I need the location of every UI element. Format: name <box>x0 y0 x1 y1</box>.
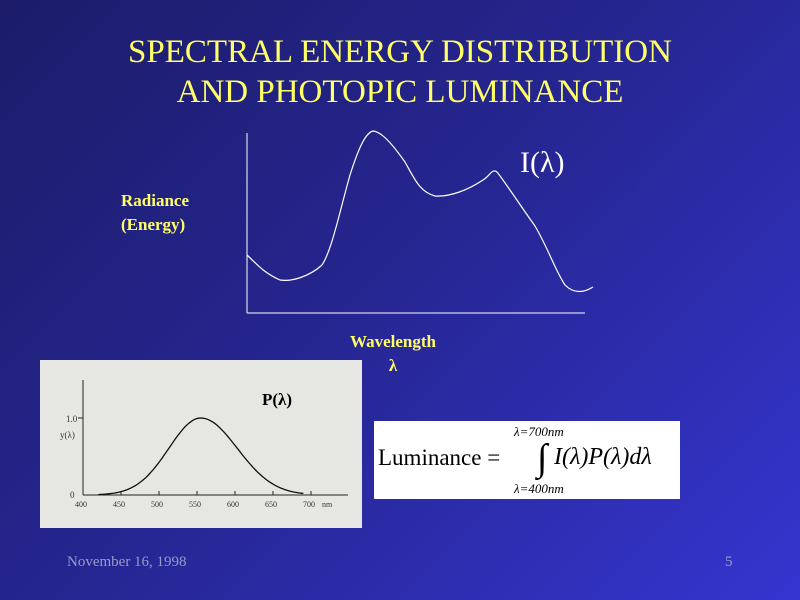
p-x-tick-label: 450 <box>113 500 125 509</box>
formula-integrand: I(λ)P(λ)dλ <box>554 444 652 470</box>
p-x-tick-label: 600 <box>227 500 239 509</box>
y-axis-label: Radiance (Energy) <box>121 189 189 237</box>
p-y-axis-label: y(λ) <box>60 430 75 440</box>
p-y-tick-0: 0 <box>70 490 75 500</box>
integral-sign: ∫ <box>537 437 548 479</box>
formula-lhs: Luminance = <box>378 445 501 470</box>
x-label-line2: λ <box>388 356 398 375</box>
y-label-line1: Radiance <box>121 191 189 210</box>
slide-title: SPECTRAL ENERGY DISTRIBUTION AND PHOTOPI… <box>0 32 800 112</box>
page-number: 5 <box>725 554 733 570</box>
p-x-unit: nm <box>322 500 333 509</box>
formula-upper-limit: λ=700nm <box>514 424 564 439</box>
y-label-line2: (Energy) <box>121 215 186 234</box>
p-x-tick-label: 550 <box>189 500 201 509</box>
curve-label: I(λ) <box>520 146 565 179</box>
p-x-tick-label: 400 <box>75 500 87 509</box>
formula-lower-limit: λ=400nm <box>514 481 564 496</box>
photopic-curve <box>98 417 304 496</box>
p-x-tick-label: 650 <box>265 500 277 509</box>
photopic-chart: 1.0 0 y(λ) P(λ) 400 450 500 550 600 650 700 nm <box>60 380 348 509</box>
x-label-line1: Wavelength <box>350 332 436 351</box>
footer-date: November 16, 1998 <box>67 554 187 570</box>
photopic-curve-image: 1.0 0 y(λ) P(λ) 400 450 500 550 600 650 700 nm <box>40 360 362 528</box>
title-line-2: AND PHOTOPIC LUMINANCE <box>176 74 624 110</box>
p-curve-label: P(λ) <box>262 390 292 409</box>
title-line-1: SPECTRAL ENERGY DISTRIBUTION <box>128 34 672 70</box>
p-x-tick-label: 700 <box>303 500 315 509</box>
luminance-formula: Luminance = λ=700nm ∫ I(λ)P(λ)dλ λ=400nm <box>374 421 680 499</box>
x-axis-label: Wavelength λ <box>340 330 446 378</box>
p-x-tick-label: 500 <box>151 500 163 509</box>
radiance-curve <box>246 130 594 293</box>
p-y-tick-1: 1.0 <box>66 414 78 424</box>
